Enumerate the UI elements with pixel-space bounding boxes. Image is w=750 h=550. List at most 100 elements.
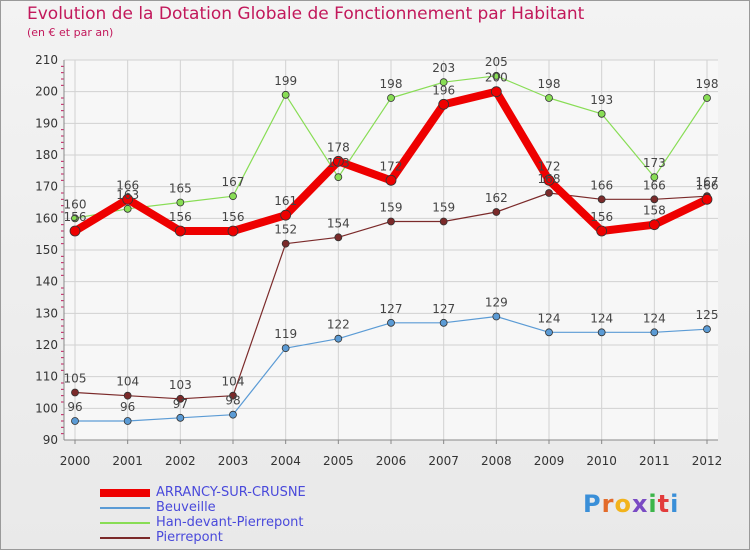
proxiti-logo: Proxiti (583, 490, 679, 518)
data-point-pierrepont (545, 189, 553, 197)
data-point-han-devant-pierrepont (229, 192, 237, 201)
legend-swatch (100, 506, 150, 509)
logo-letter: i (648, 490, 658, 518)
data-point-arrancy-sur-crusne (69, 225, 81, 237)
data-label-arrancy-sur-crusne: 172 (538, 159, 561, 173)
data-label-beuveille: 129 (485, 296, 508, 310)
data-label-han-devant-pierrepont: 205 (485, 55, 508, 69)
data-point-pierrepont (597, 195, 606, 204)
data-point-beuveille (71, 417, 79, 425)
legend-swatch (100, 521, 150, 524)
data-label-han-devant-pierrepont: 163 (116, 188, 139, 202)
data-point-beuveille (492, 312, 501, 321)
y-tick-label: 210 (35, 53, 58, 67)
data-label-pierrepont: 104 (116, 375, 139, 389)
data-label-han-devant-pierrepont: 203 (432, 61, 455, 75)
data-point-han-devant-pierrepont (176, 198, 185, 207)
y-tick-label: 150 (35, 243, 58, 257)
x-tick-label: 2004 (270, 454, 301, 468)
data-point-pierrepont (281, 239, 290, 248)
data-label-han-devant-pierrepont: 198 (538, 77, 561, 91)
data-label-arrancy-sur-crusne: 161 (274, 194, 297, 208)
legend-swatch (100, 536, 150, 539)
data-point-han-devant-pierrepont (281, 90, 290, 99)
data-point-han-devant-pierrepont (123, 204, 132, 213)
legend-label: Beuveille (156, 500, 216, 515)
data-label-beuveille: 124 (538, 311, 561, 325)
data-point-beuveille (545, 328, 553, 337)
x-tick-label: 2010 (586, 454, 617, 468)
data-point-pierrepont (176, 394, 185, 403)
y-tick-label: 130 (35, 306, 58, 320)
data-label-beuveille: 98 (225, 394, 240, 408)
data-point-beuveille (597, 328, 606, 337)
data-label-beuveille: 124 (590, 311, 613, 325)
data-label-arrancy-sur-crusne: 166 (696, 178, 719, 192)
data-label-beuveille: 127 (432, 302, 455, 316)
data-label-han-devant-pierrepont: 198 (696, 77, 719, 91)
legend-label: Pierrepont (156, 530, 223, 545)
data-point-pierrepont (492, 208, 501, 216)
data-label-arrancy-sur-crusne: 200 (485, 71, 508, 85)
data-point-arrancy-sur-crusne (648, 219, 660, 231)
data-point-han-devant-pierrepont (439, 78, 448, 87)
data-point-beuveille (176, 413, 185, 422)
data-point-arrancy-sur-crusne (280, 209, 292, 221)
data-label-pierrepont: 104 (222, 375, 245, 389)
data-label-pierrepont: 105 (64, 372, 87, 386)
data-point-beuveille (123, 417, 132, 425)
data-label-beuveille: 97 (173, 397, 188, 411)
data-point-beuveille (281, 344, 290, 353)
data-label-han-devant-pierrepont: 167 (222, 175, 245, 189)
data-point-han-devant-pierrepont (492, 71, 501, 80)
y-tick-label: 170 (35, 180, 58, 194)
legend-item-beuveille: Beuveille (100, 500, 306, 515)
data-point-beuveille (334, 334, 343, 343)
data-point-arrancy-sur-crusne (438, 98, 450, 110)
data-point-arrancy-sur-crusne (174, 225, 186, 237)
chart-subtitle: (en € et par an) (27, 26, 114, 39)
data-point-beuveille (387, 318, 395, 327)
data-label-beuveille: 125 (696, 308, 719, 322)
data-point-pierrepont (71, 388, 79, 397)
data-point-pierrepont (334, 233, 343, 242)
legend-item-han-devant-pierrepont: Han-devant-Pierrepont (100, 515, 306, 530)
data-point-han-devant-pierrepont (597, 109, 606, 118)
y-tick-label: 140 (35, 275, 58, 289)
x-tick-label: 2009 (534, 454, 565, 468)
data-point-pierrepont (229, 391, 237, 400)
x-tick-label: 2011 (639, 454, 670, 468)
legend-item-pierrepont: Pierrepont (100, 530, 306, 545)
data-point-beuveille (439, 318, 448, 327)
data-label-han-devant-pierrepont: 199 (274, 74, 297, 88)
data-point-pierrepont (650, 195, 659, 204)
data-point-pierrepont (123, 391, 132, 400)
y-tick-label: 190 (35, 116, 58, 130)
logo-letter: o (614, 490, 632, 518)
data-point-beuveille (703, 325, 711, 334)
y-tick-label: 90 (43, 433, 58, 447)
data-label-han-devant-pierrepont: 173 (643, 156, 666, 170)
data-label-pierrepont: 103 (169, 378, 192, 392)
data-point-arrancy-sur-crusne (332, 155, 344, 167)
data-point-beuveille (229, 410, 237, 419)
legend-item-arrancy-sur-crusne: ARRANCY-SUR-CRUSNE (100, 485, 306, 500)
data-label-beuveille: 96 (120, 400, 135, 414)
x-tick-label: 2012 (692, 454, 723, 468)
data-label-han-devant-pierrepont: 160 (64, 197, 87, 211)
logo-letter: t (657, 490, 671, 518)
data-label-arrancy-sur-crusne: 158 (643, 204, 666, 218)
data-point-arrancy-sur-crusne (122, 193, 134, 205)
x-tick-label: 2008 (481, 454, 512, 468)
logo-letter: P (583, 490, 602, 518)
data-point-arrancy-sur-crusne (701, 193, 713, 205)
data-point-han-devant-pierrepont (703, 94, 711, 102)
data-label-beuveille: 127 (380, 302, 403, 316)
data-label-pierrepont: 167 (696, 175, 719, 189)
x-tick-label: 2005 (323, 454, 354, 468)
data-point-beuveille (650, 328, 659, 337)
chart-legend: ARRANCY-SUR-CRUSNE Beuveille Han-devant-Pi… (100, 485, 306, 545)
y-tick-label: 100 (35, 401, 58, 415)
data-label-beuveille: 124 (643, 311, 666, 325)
